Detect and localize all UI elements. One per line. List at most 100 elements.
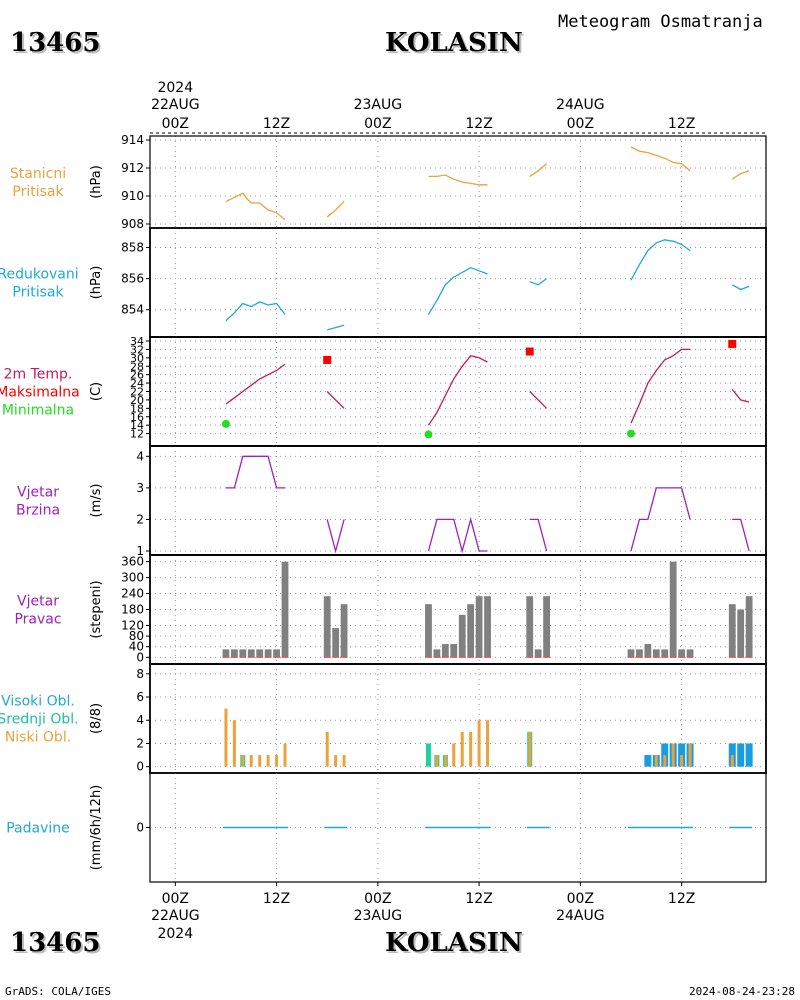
product-title: Meteogram Osmatranja <box>558 12 763 32</box>
wind-direction-bar <box>661 649 669 658</box>
y-tick-label: 854 <box>121 303 144 317</box>
low-cloud-bar <box>688 743 692 767</box>
y-axis-unit: (mm/6h/12h) <box>89 785 104 871</box>
panel-label: Visoki Obl. <box>1 694 75 710</box>
series-line-station_pressure <box>428 174 488 186</box>
wind-direction-bar <box>264 649 272 658</box>
low-cloud-bar <box>528 731 532 767</box>
low-cloud-bar <box>334 755 338 767</box>
series-line-reduced_pressure <box>427 266 488 315</box>
time-label-bottom-hour: 12Z <box>263 891 290 907</box>
panel-frame <box>149 227 767 338</box>
wind-direction-bar <box>340 604 348 658</box>
time-label-top-hour: 00Z <box>162 116 189 132</box>
low-cloud-bar <box>258 755 262 767</box>
time-label-top-hour: 12Z <box>465 116 492 132</box>
panel-label: Pritisak <box>12 184 64 200</box>
time-label-top-hour: 00Z <box>364 116 391 132</box>
y-tick-label: 360 <box>121 555 144 569</box>
y-tick-label: 2 <box>136 736 144 750</box>
tmax-marker <box>728 339 737 348</box>
low-cloud-bar <box>435 755 439 767</box>
wind-direction-bar <box>458 614 466 658</box>
wind-direction-bar <box>636 649 643 658</box>
wind-direction-bar <box>425 604 432 658</box>
y-tick-label: 1 <box>136 544 144 558</box>
panel-wind_speed: 1 2 3 4 (m/s) Vjetar Brzina <box>16 445 767 558</box>
y-tick-label: 180 <box>121 603 144 617</box>
y-tick-label: 26 <box>130 369 144 382</box>
series-line-temperature <box>630 348 691 424</box>
y-tick-label: 18 <box>130 402 144 415</box>
high-cloud-bar <box>644 755 652 767</box>
panel-frame <box>149 135 767 229</box>
y-tick-label: 908 <box>121 217 144 231</box>
time-label-bottom-hour: 00Z <box>162 891 189 907</box>
wind-direction-bar <box>526 596 534 658</box>
wind-direction-bar <box>467 604 475 658</box>
y-tick-label: 0 <box>136 821 144 835</box>
panel-label: Brzina <box>16 503 60 519</box>
y-tick-label: 4 <box>136 449 144 463</box>
y-tick-label: 32 <box>130 343 144 356</box>
y-axis-unit: (hPa) <box>89 165 104 199</box>
low-cloud-bar <box>325 731 329 767</box>
time-label-bottom-date: 24AUG <box>556 908 605 924</box>
panel-frame <box>149 772 767 883</box>
panel-cloud_cover: 0 2 4 6 8 (8/8) Visoki Obl. Srednji Obl. Niski O… <box>0 663 767 774</box>
series-line-station_pressure <box>630 146 691 172</box>
y-axis-unit: (m/s) <box>89 484 104 518</box>
panel-label: Srednji Obl. <box>0 712 79 728</box>
wind-direction-bar <box>441 644 449 658</box>
y-tick-label: 0 <box>136 650 144 664</box>
y-tick-label: 22 <box>130 386 144 399</box>
wind-direction-bar <box>669 561 677 658</box>
low-cloud-bar <box>452 743 456 767</box>
time-label-top-date: 24AUG <box>556 97 605 113</box>
y-axis-unit: (hPa) <box>89 266 104 300</box>
panel-label: Redukovani <box>0 267 79 283</box>
wind-direction-bar <box>728 604 736 658</box>
tmin-marker <box>424 430 433 439</box>
panel-precipitation: 0 (mm/6h/12h) Padavine <box>6 772 767 883</box>
wind-direction-bar <box>475 596 483 658</box>
panel-label: Vjetar <box>17 485 59 501</box>
wind-direction-bar <box>686 649 694 658</box>
wind-direction-bar <box>256 649 264 658</box>
wind-direction-bar <box>222 649 230 658</box>
time-label-top-date: 22AUG <box>151 97 200 113</box>
low-cloud-bar <box>342 755 346 767</box>
wind-direction-bar <box>239 649 247 658</box>
wind-direction-bar <box>332 628 340 658</box>
y-tick-label: 3 <box>136 481 144 495</box>
wind-direction-bar <box>484 596 491 658</box>
y-tick-label: 914 <box>121 133 144 147</box>
time-label-bottom-year: 2024 <box>157 926 193 942</box>
series-line-reduced_pressure <box>327 324 345 331</box>
wind-direction-bar <box>745 596 753 658</box>
footer-software: GrADS: COLA/IGES <box>5 985 111 998</box>
panel-label: Maksimalna <box>0 385 80 401</box>
series-line-wind_speed <box>732 518 750 552</box>
low-cloud-bar <box>241 755 245 767</box>
tmax-marker <box>323 355 332 364</box>
y-tick-label: 0 <box>136 760 144 774</box>
wind-direction-bar <box>323 596 331 658</box>
y-tick-label: 12 <box>130 428 144 441</box>
low-cloud-bar <box>224 708 228 767</box>
wind-direction-bar <box>543 596 551 658</box>
station-id-top: 13465 <box>10 28 101 58</box>
high-cloud-bar <box>745 743 753 767</box>
y-tick-label: 34 <box>130 335 144 348</box>
y-tick-label: 2 <box>136 512 144 526</box>
tmin-marker <box>221 419 230 428</box>
time-label-bottom-hour: 00Z <box>364 891 391 907</box>
series-line-temperature <box>529 391 548 409</box>
series-line-station_pressure <box>225 192 286 221</box>
series-line-temperature <box>427 354 488 426</box>
y-tick-label: 80 <box>129 629 144 643</box>
series-line-temperature <box>225 363 286 405</box>
